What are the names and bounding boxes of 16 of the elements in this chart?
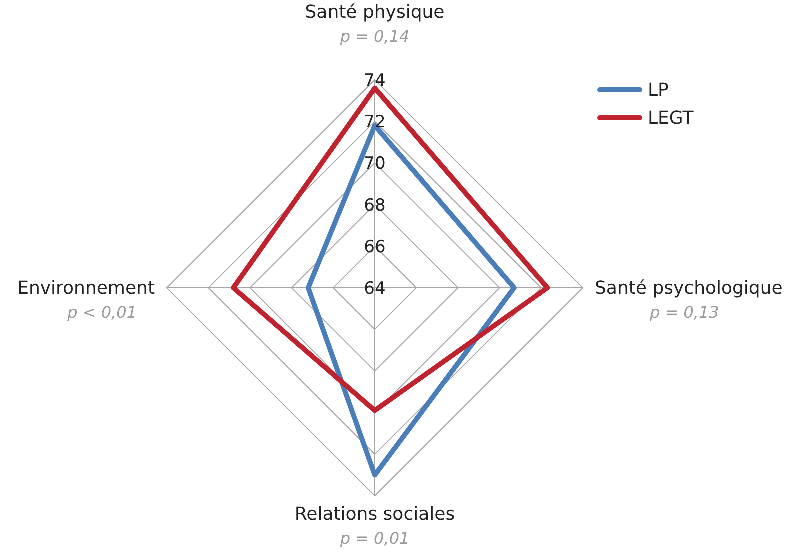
text: p < 0,01 xyxy=(66,303,137,322)
spoke-label: Environnement xyxy=(18,278,155,299)
y-tick-label: 68 xyxy=(364,196,386,216)
spoke-label: Relations sociales xyxy=(294,504,456,525)
legend-label: LP xyxy=(648,80,670,101)
text: p = 0,01 xyxy=(339,529,410,548)
spoke-label: Santé physique xyxy=(305,2,445,23)
text: p = 0,13 xyxy=(649,303,720,322)
y-tick-label: 70 xyxy=(364,154,386,174)
y-tick-label: 64 xyxy=(364,279,386,299)
spoke-label: Santé psychologique xyxy=(595,278,783,299)
y-tick-label: 66 xyxy=(364,237,386,258)
legend-label: LEGT xyxy=(648,108,695,129)
y-tick-label: 72 xyxy=(364,112,386,133)
y-tick-label: 74 xyxy=(364,71,386,91)
text: p = 0,14 xyxy=(339,27,410,46)
